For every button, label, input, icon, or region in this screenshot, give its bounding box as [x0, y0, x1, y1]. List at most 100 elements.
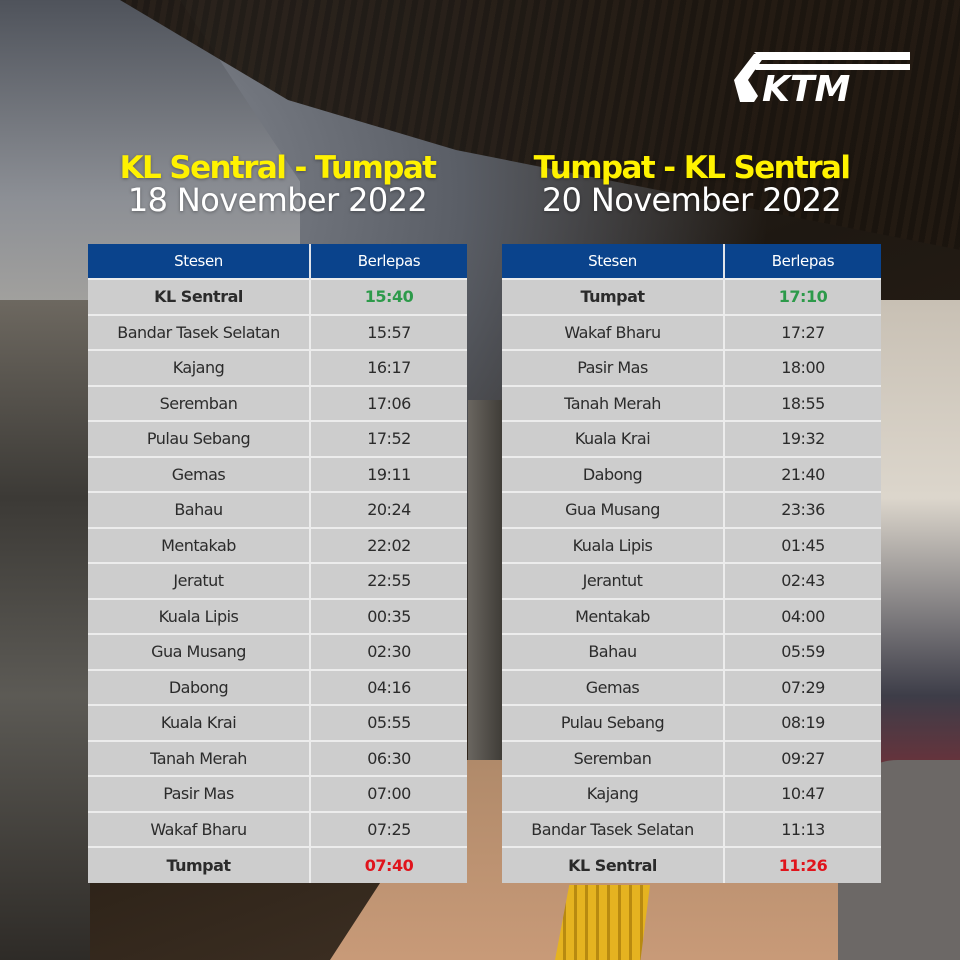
station-name: Seremban [88, 384, 311, 421]
departure-time: 07:40 [310, 846, 467, 883]
station-name: KL Sentral [88, 278, 311, 315]
departure-time: 11:13 [724, 810, 881, 847]
table-row: Kajang 16:17 [88, 349, 467, 386]
departure-time: 18:55 [724, 384, 881, 421]
route-date: 18 November 2022 [127, 181, 428, 219]
departure-time: 07:25 [310, 810, 467, 847]
station-name: Bandar Tasek Selatan [88, 313, 311, 350]
station-name: Gua Musang [502, 491, 725, 528]
station-name: Mentakab [88, 526, 311, 563]
background-train [468, 400, 504, 780]
table-row: Gemas 19:11 [88, 455, 467, 492]
route-title: KL Sentral - Tumpat [119, 150, 437, 186]
table-row: Mentakab 04:00 [502, 597, 881, 634]
table-row: Wakaf Bharu 07:25 [88, 810, 467, 847]
column-header-station: Stesen [88, 244, 311, 279]
station-name: Dabong [502, 455, 725, 492]
station-name: Kuala Lipis [502, 526, 725, 563]
column-header-departure: Berlepas [724, 244, 881, 279]
timetable-outbound: Stesen Berlepas KL Sentral 15:40 Bandar Ta… [88, 244, 467, 883]
table-row: Jerantut 02:43 [502, 562, 881, 599]
departure-time: 02:30 [310, 633, 467, 670]
table-header-row: Stesen Berlepas [88, 244, 467, 279]
departure-time: 23:36 [724, 491, 881, 528]
departure-time: 17:27 [724, 313, 881, 350]
background-platform-structure [0, 300, 90, 960]
table-row: Bandar Tasek Selatan 11:13 [502, 810, 881, 847]
station-name: Wakaf Bharu [502, 313, 725, 350]
route-title: Tumpat - KL Sentral [533, 150, 851, 186]
station-name: Pulau Sebang [502, 704, 725, 741]
departure-time: 18:00 [724, 349, 881, 386]
table-row: Pulau Sebang 17:52 [88, 420, 467, 457]
table-header-row: Stesen Berlepas [502, 244, 881, 279]
table-row: Kuala Lipis 00:35 [88, 597, 467, 634]
departure-time: 09:27 [724, 739, 881, 776]
station-name: Tanah Merah [502, 384, 725, 421]
departure-time: 22:55 [310, 562, 467, 599]
departure-time: 15:40 [310, 278, 467, 315]
departure-time: 05:59 [724, 633, 881, 670]
table-row: Dabong 04:16 [88, 668, 467, 705]
departure-time: 04:16 [310, 668, 467, 705]
departure-time: 00:35 [310, 597, 467, 634]
table-row: Tanah Merah 18:55 [502, 384, 881, 421]
schedule-panel-outbound: KL Sentral - Tumpat 18 November 2022 Ste… [88, 150, 467, 883]
station-name: Gemas [502, 668, 725, 705]
station-name: Gemas [88, 455, 311, 492]
table-row: KL Sentral 15:40 [88, 278, 467, 315]
station-name: Pasir Mas [502, 349, 725, 386]
station-name: Gua Musang [88, 633, 311, 670]
station-name: Mentakab [502, 597, 725, 634]
station-name: Tanah Merah [88, 739, 311, 776]
departure-time: 17:52 [310, 420, 467, 457]
departure-time: 20:24 [310, 491, 467, 528]
station-name: Pasir Mas [88, 775, 311, 812]
ktm-logo: KTM [732, 50, 912, 110]
table-row: Tanah Merah 06:30 [88, 739, 467, 776]
column-header-departure: Berlepas [310, 244, 467, 279]
departure-time: 04:00 [724, 597, 881, 634]
station-name: Tumpat [88, 846, 311, 883]
schedule-panel-return: Tumpat - KL Sentral 20 November 2022 Ste… [502, 150, 881, 883]
departure-time: 07:00 [310, 775, 467, 812]
departure-time: 15:57 [310, 313, 467, 350]
route-date: 20 November 2022 [541, 181, 842, 219]
table-row: Seremban 09:27 [502, 739, 881, 776]
svg-text:KTM: KTM [762, 69, 850, 106]
station-name: Kuala Lipis [88, 597, 311, 634]
table-row: Gua Musang 02:30 [88, 633, 467, 670]
table-row: Bahau 20:24 [88, 491, 467, 528]
departure-time: 08:19 [724, 704, 881, 741]
table-row: Gua Musang 23:36 [502, 491, 881, 528]
station-name: Jeratut [88, 562, 311, 599]
table-row: Kuala Krai 05:55 [88, 704, 467, 741]
departure-time: 01:45 [724, 526, 881, 563]
departure-time: 10:47 [724, 775, 881, 812]
timetable-return: Stesen Berlepas Tumpat 17:10 Wakaf Bharu 17… [502, 244, 881, 883]
table-row: Pasir Mas 07:00 [88, 775, 467, 812]
table-row: Wakaf Bharu 17:27 [502, 313, 881, 350]
departure-time: 22:02 [310, 526, 467, 563]
station-name: Kajang [88, 349, 311, 386]
station-name: Wakaf Bharu [88, 810, 311, 847]
station-name: Bahau [502, 633, 725, 670]
table-row: Pasir Mas 18:00 [502, 349, 881, 386]
station-name: Jerantut [502, 562, 725, 599]
departure-time: 16:17 [310, 349, 467, 386]
table-row: Kuala Krai 19:32 [502, 420, 881, 457]
departure-time: 19:11 [310, 455, 467, 492]
departure-time: 21:40 [724, 455, 881, 492]
table-row: Pulau Sebang 08:19 [502, 704, 881, 741]
departure-time: 02:43 [724, 562, 881, 599]
departure-time: 11:26 [724, 846, 881, 883]
station-name: Bahau [88, 491, 311, 528]
station-name: Dabong [88, 668, 311, 705]
table-row: Seremban 17:06 [88, 384, 467, 421]
station-name: Seremban [502, 739, 725, 776]
table-row: Tumpat 07:40 [88, 846, 467, 883]
station-name: Kuala Krai [88, 704, 311, 741]
station-name: KL Sentral [502, 846, 725, 883]
station-name: Kajang [502, 775, 725, 812]
departure-time: 17:10 [724, 278, 881, 315]
